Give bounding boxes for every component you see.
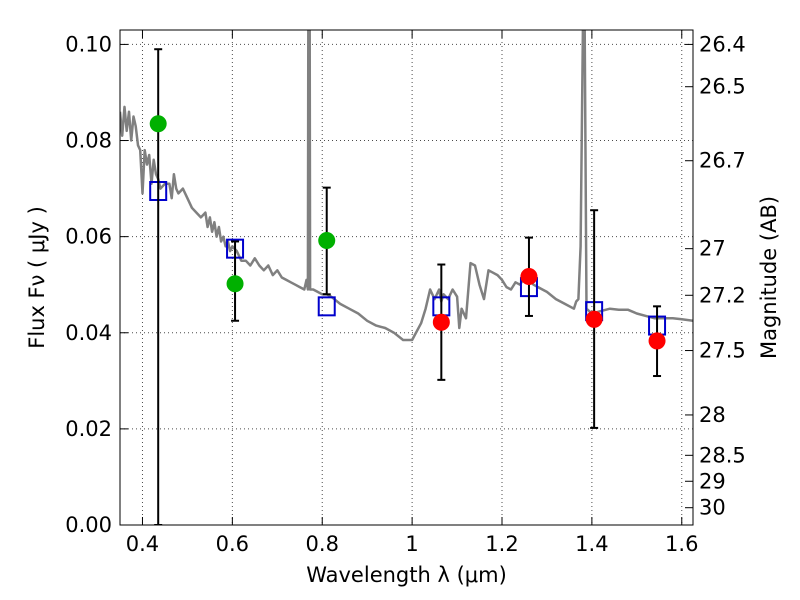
observed-flux-marker xyxy=(585,310,603,328)
y-tick-label: 0.08 xyxy=(65,129,112,153)
tick-layer: 0.4 0.6 0.8 1 1.2 1.4 1.6 0.00 0.02 0.04 0.06 0.08 0… xyxy=(65,30,746,556)
magnitude-tick-label: 28 xyxy=(699,403,726,427)
magnitude-tick-label: 27 xyxy=(699,237,726,261)
magnitude-tick-label: 27.2 xyxy=(699,283,746,307)
magnitude-tick-label: 30 xyxy=(699,496,726,520)
observed-flux-marker xyxy=(648,332,666,350)
x-tick-label: 1 xyxy=(405,532,418,556)
magnitude-tick-label: 26.5 xyxy=(699,75,746,99)
y-tick-label: 0.00 xyxy=(65,513,112,537)
magnitude-tick-label: 26.7 xyxy=(699,149,746,173)
right-axis-title: Magnitude (AB) xyxy=(757,196,781,359)
observed-flux-marker xyxy=(149,115,167,133)
magnitude-tick-label: 26.4 xyxy=(699,32,746,56)
data-layer xyxy=(120,30,693,525)
magnitude-tick-label: 27.5 xyxy=(699,339,746,363)
y-tick-label: 0.04 xyxy=(65,321,112,345)
observed-flux-marker xyxy=(318,231,336,249)
spectrum-line xyxy=(120,30,693,342)
x-tick-label: 0.4 xyxy=(126,532,159,556)
y-axis-title: Flux Fν ( μJy ) xyxy=(25,206,49,349)
x-tick-label: 0.6 xyxy=(216,532,249,556)
y-tick-label: 0.02 xyxy=(65,417,112,441)
x-tick-label: 0.8 xyxy=(306,532,339,556)
plot-frame xyxy=(119,29,694,526)
observed-flux-marker xyxy=(520,268,538,286)
x-tick-label: 1.2 xyxy=(485,532,518,556)
observed-flux-marker xyxy=(432,313,450,331)
x-tick-label: 1.6 xyxy=(665,532,698,556)
grid-layer xyxy=(120,30,693,526)
y-tick-label: 0.06 xyxy=(65,225,112,249)
y-tick-label: 0.10 xyxy=(65,32,112,56)
magnitude-tick-label: 29 xyxy=(699,469,726,493)
x-tick-label: 1.4 xyxy=(575,532,608,556)
observed-flux-marker xyxy=(226,275,244,293)
magnitude-tick-label: 28.5 xyxy=(699,443,746,467)
model-square-marker xyxy=(317,296,336,317)
x-axis-title: Wavelength λ (μm) xyxy=(306,563,507,587)
